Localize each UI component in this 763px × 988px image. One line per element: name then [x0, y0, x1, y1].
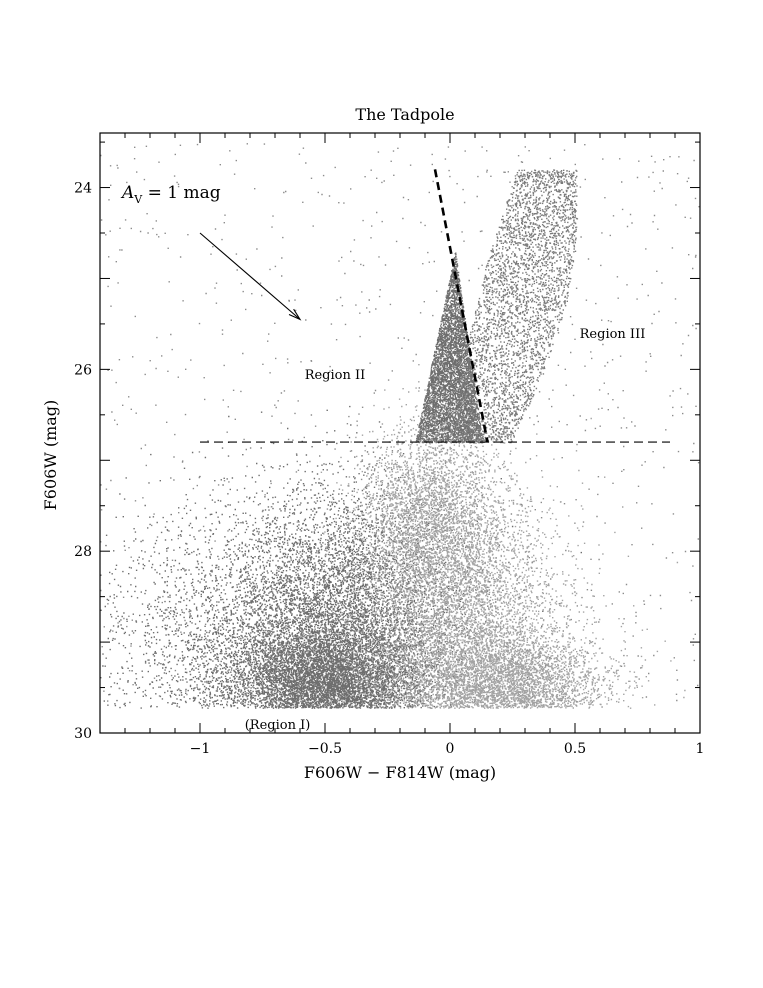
data-points: [100, 143, 700, 709]
y-tick-label: 30: [74, 726, 92, 742]
x-tick-label: 0: [446, 741, 455, 757]
x-axis-title: F606W − F814W (mag): [304, 763, 496, 782]
reddening-arrowhead: [288, 308, 302, 321]
region-label: Region III: [580, 327, 646, 342]
y-tick-label: 24: [74, 181, 92, 197]
reddening-label-rest: = 1 mag: [142, 183, 221, 203]
series-2-points: [453, 169, 579, 444]
y-axis-title: F606W (mag): [41, 400, 60, 511]
color-cut-line: [433, 169, 489, 443]
y-tick-label: 28: [74, 544, 92, 560]
reddening-label-a: A: [120, 183, 134, 203]
x-tick-label: 1: [696, 741, 705, 757]
region-label: Region II: [305, 368, 366, 383]
x-tick-label: −0.5: [308, 741, 342, 757]
reddening-vector: [199, 232, 301, 320]
reddening-label: AV = 1 mag: [120, 183, 221, 206]
x-tick-label: 0.5: [564, 741, 586, 757]
series-1-points: [296, 361, 686, 709]
annotations: AV = 1 mag Region II Region III (Region I): [120, 169, 670, 733]
series-3-points: [100, 143, 700, 708]
axis-ticks: −1 −0.5 0 0.5 1 24 26 28 30: [74, 133, 704, 757]
reddening-label-sub: V: [133, 193, 143, 206]
x-tick-label: −1: [190, 741, 211, 757]
y-tick-label: 26: [74, 362, 92, 378]
region-label: (Region I): [245, 718, 311, 733]
chart-title: The Tadpole: [355, 105, 454, 124]
